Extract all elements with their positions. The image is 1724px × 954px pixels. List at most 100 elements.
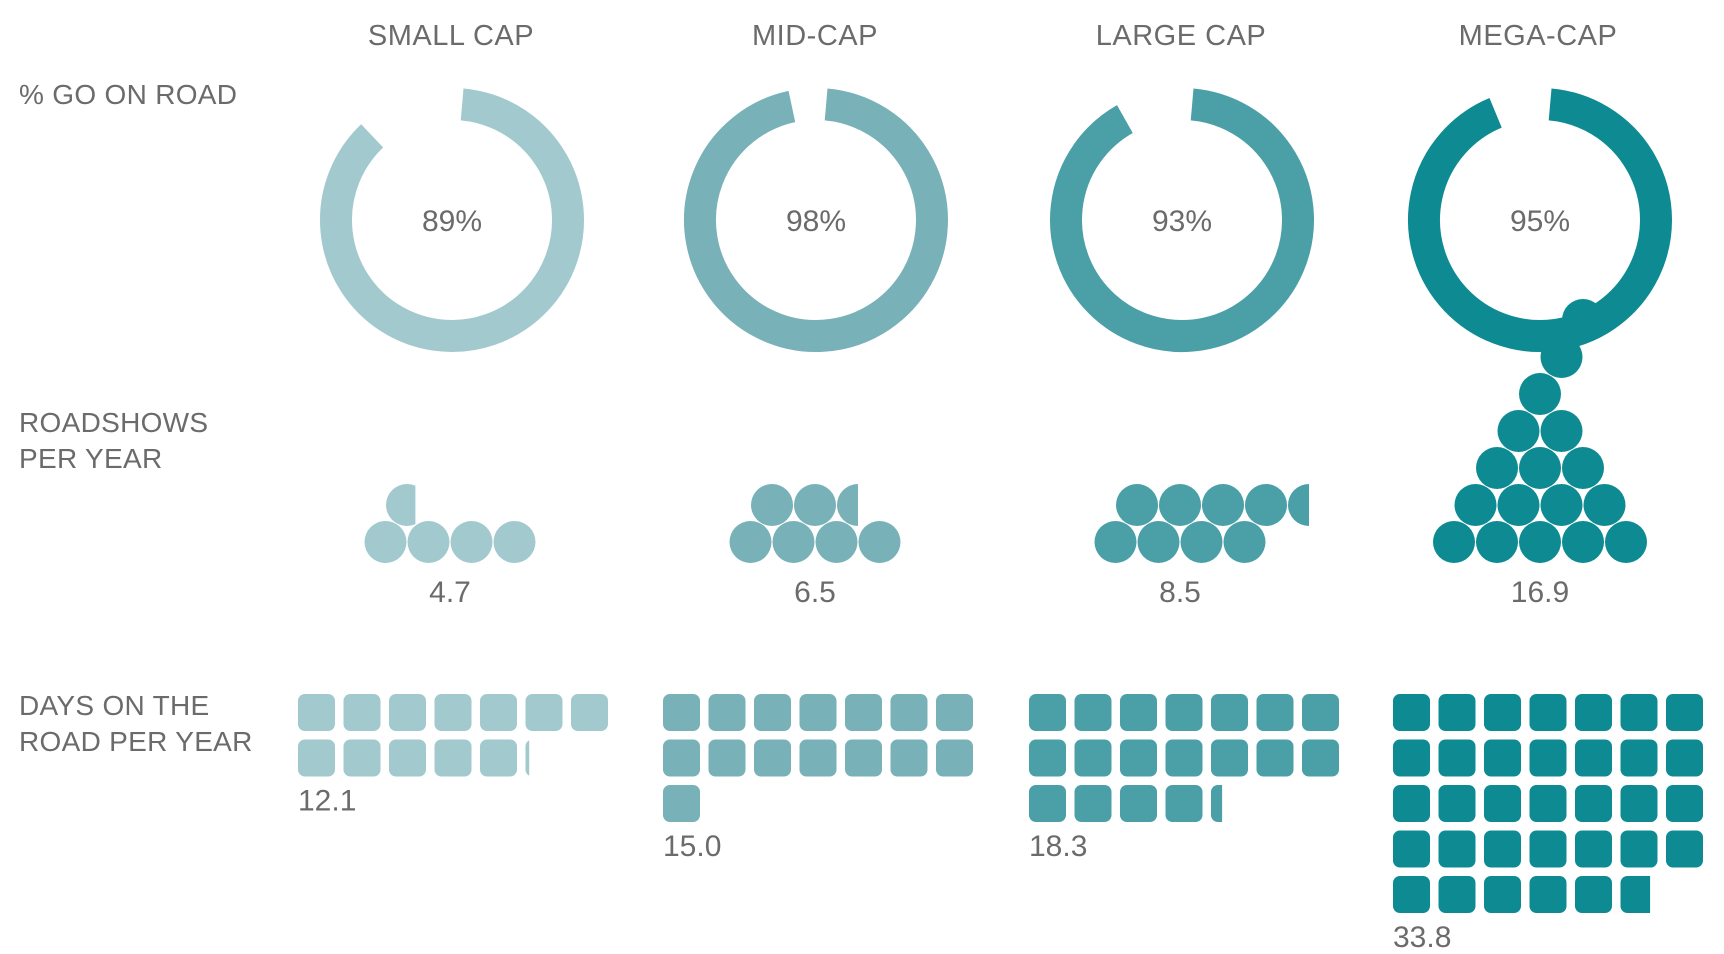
roadshow-value-mega-cap: 16.9 xyxy=(1511,576,1569,609)
donut-value-large-cap: 93% xyxy=(1152,205,1212,238)
roadshow-dot-partial-small-cap xyxy=(386,484,416,526)
day-square-mid-cap xyxy=(936,694,973,731)
day-square-mid-cap xyxy=(708,694,746,731)
day-square-mid-cap xyxy=(754,739,791,777)
day-square-large-cap xyxy=(1165,694,1203,731)
row-label-roadshows-line1: ROADSHOWS xyxy=(19,407,208,438)
roadshow-dot-mega-cap xyxy=(1476,521,1518,563)
day-square-mega-cap xyxy=(1393,694,1430,731)
day-square-small-cap xyxy=(480,739,517,777)
day-square-mega-cap xyxy=(1438,830,1476,868)
day-square-mid-cap xyxy=(845,739,882,777)
roadshow-dot-large-cap xyxy=(1159,484,1201,526)
roadshow-value-mid-cap: 6.5 xyxy=(794,576,836,609)
day-square-small-cap xyxy=(480,694,517,731)
row-label-roadshows-line2: PER YEAR xyxy=(19,443,163,474)
roadshow-dot-mid-cap xyxy=(729,521,772,563)
day-square-mid-cap xyxy=(845,694,882,731)
roadshow-value-small-cap: 4.7 xyxy=(429,576,471,609)
day-square-mega-cap xyxy=(1666,830,1703,868)
roadshow-value-large-cap: 8.5 xyxy=(1159,576,1201,609)
roadshow-dot-mid-cap xyxy=(751,484,793,526)
day-square-partial-large-cap xyxy=(1211,785,1223,822)
day-square-mega-cap xyxy=(1484,694,1521,731)
roadshow-dot-mega-cap xyxy=(1519,521,1561,563)
day-square-small-cap xyxy=(571,694,608,731)
row-label-go-on-road: % GO ON ROAD xyxy=(19,79,237,110)
roadshow-dot-partial-mid-cap xyxy=(837,484,858,526)
day-square-small-cap xyxy=(389,694,426,731)
roadshow-dot-mega-cap xyxy=(1454,484,1497,526)
day-square-small-cap xyxy=(298,694,335,731)
column-header-mid-cap: MID-CAP xyxy=(752,20,878,52)
day-square-mega-cap xyxy=(1666,694,1703,731)
roadshow-dot-mega-cap xyxy=(1519,447,1561,489)
day-square-mega-cap xyxy=(1575,876,1612,913)
donut-arc-large-cap xyxy=(1050,88,1314,352)
day-square-large-cap xyxy=(1302,694,1339,731)
roadshow-dot-mega-cap xyxy=(1497,410,1540,452)
day-square-small-cap xyxy=(434,694,472,731)
day-square-mid-cap xyxy=(708,739,746,777)
roadshow-dot-mega-cap xyxy=(1583,484,1626,526)
roadshow-dot-mid-cap xyxy=(772,521,815,563)
day-square-mid-cap xyxy=(754,694,791,731)
day-square-large-cap xyxy=(1074,785,1112,822)
day-square-small-cap xyxy=(389,739,426,777)
donut-arc-mid-cap xyxy=(684,88,948,352)
day-square-large-cap xyxy=(1074,739,1112,777)
donut-arc-small-cap xyxy=(320,88,584,352)
day-square-mega-cap xyxy=(1575,785,1612,822)
roadshow-dot-mega-cap xyxy=(1476,447,1518,489)
day-square-mega-cap xyxy=(1620,739,1658,777)
day-square-mega-cap xyxy=(1575,694,1612,731)
chart-marks: 89% 98% 93% 95% 4.7 6.5 8.5 16.9 12.1 15.0 18.3 33.… xyxy=(298,88,1703,954)
roadshow-dot-mega-cap xyxy=(1605,521,1647,563)
day-square-mega-cap xyxy=(1620,694,1658,731)
day-square-mega-cap xyxy=(1484,830,1521,868)
roadshow-dot-mid-cap xyxy=(858,521,901,563)
day-square-mega-cap xyxy=(1620,785,1658,822)
days-value-mega-cap: 33.8 xyxy=(1393,921,1451,954)
day-square-mega-cap xyxy=(1529,694,1567,731)
day-square-mega-cap xyxy=(1438,739,1476,777)
roadshow-dot-mega-cap xyxy=(1433,521,1475,563)
day-square-large-cap xyxy=(1120,785,1157,822)
day-square-large-cap xyxy=(1029,785,1066,822)
day-square-small-cap xyxy=(298,739,335,777)
donut-value-mid-cap: 98% xyxy=(786,205,846,238)
day-square-mega-cap xyxy=(1666,785,1703,822)
day-square-small-cap xyxy=(343,739,381,777)
day-square-mid-cap xyxy=(799,739,837,777)
donut-value-mega-cap: 95% xyxy=(1510,205,1570,238)
day-square-mega-cap xyxy=(1393,830,1430,868)
roadshow-dot-large-cap xyxy=(1137,521,1180,563)
day-square-large-cap xyxy=(1211,694,1248,731)
day-square-mega-cap xyxy=(1393,876,1430,913)
roadshow-dot-mid-cap xyxy=(815,521,858,563)
days-value-small-cap: 12.1 xyxy=(298,785,356,818)
day-square-mid-cap xyxy=(890,694,928,731)
day-square-mega-cap xyxy=(1438,694,1476,731)
day-square-mega-cap xyxy=(1529,830,1567,868)
day-square-mega-cap xyxy=(1529,739,1567,777)
roadshow-dot-small-cap xyxy=(493,521,536,563)
day-square-small-cap xyxy=(434,739,472,777)
roadshow-dot-mega-cap xyxy=(1519,373,1561,415)
day-square-mega-cap xyxy=(1393,739,1430,777)
roadshow-dot-partial-large-cap xyxy=(1288,484,1309,526)
roadshow-dot-mega-cap xyxy=(1540,336,1583,378)
day-square-mega-cap xyxy=(1438,785,1476,822)
day-square-large-cap xyxy=(1029,694,1066,731)
day-square-large-cap xyxy=(1256,694,1294,731)
row-label-days-line2: ROAD PER YEAR xyxy=(19,726,253,757)
day-square-mega-cap xyxy=(1438,876,1476,913)
day-square-mega-cap xyxy=(1529,876,1567,913)
roadshow-dot-large-cap xyxy=(1223,521,1266,563)
day-square-mega-cap xyxy=(1393,785,1430,822)
roadshow-dot-large-cap xyxy=(1202,484,1244,526)
day-square-small-cap xyxy=(343,694,381,731)
day-square-mid-cap xyxy=(890,739,928,777)
day-square-mid-cap xyxy=(663,694,700,731)
